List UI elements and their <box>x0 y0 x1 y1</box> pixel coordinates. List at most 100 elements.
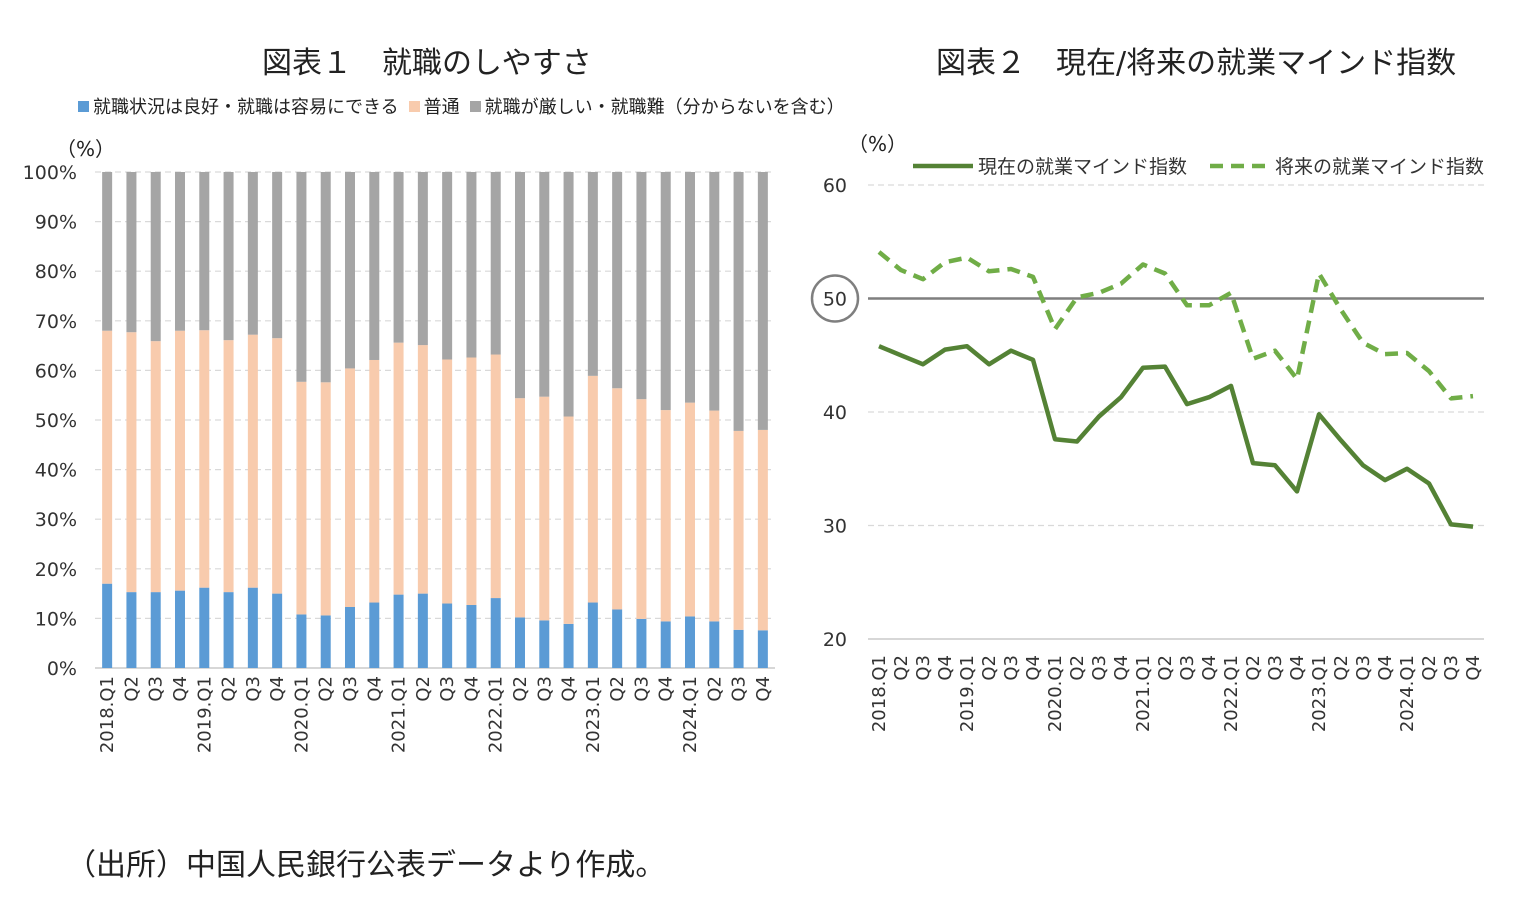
chart1-bar-segment-hard <box>393 172 404 343</box>
chart2-x-tick-label: Q4 <box>1375 655 1396 681</box>
chart1-legend: 就職状況は良好・就職は容易にできる 普通 就職が厳しい・就職難（分からないを含む… <box>78 93 855 119</box>
chart1-bar-segment-good <box>733 629 744 668</box>
chart1-x-tick-label: Q4 <box>753 676 774 702</box>
chart2-line-future <box>877 250 1474 401</box>
chart1-bar-segment-normal <box>733 430 744 630</box>
chart1-bar-segment-normal <box>709 410 720 622</box>
chart1-x-tick-label: Q4 <box>461 676 482 702</box>
chart1-bar-segment-normal <box>102 330 113 584</box>
chart1-bar-segment-hard <box>757 172 768 430</box>
chart1-bar-segment-good <box>490 598 501 668</box>
chart2-x-tick-label: 2022.Q1 <box>1221 655 1242 732</box>
chart1-y-tick-label: 60% <box>35 360 77 382</box>
chart1-bar-segment-hard <box>223 172 234 341</box>
chart2-y-tick-label: 50 <box>823 289 847 311</box>
chart1-x-tick-label: 2022.Q1 <box>486 676 507 753</box>
chart1-x-tick-label: Q3 <box>631 676 652 702</box>
chart1-bar-segment-good <box>612 609 623 668</box>
chart1-x-tick-label: Q3 <box>729 676 750 702</box>
chart1-bar-segment-hard <box>417 172 428 346</box>
chart1-y-tick-label: 50% <box>35 410 77 432</box>
chart2-x-tick-label: Q2 <box>1419 655 1440 681</box>
chart1-x-tick-label: 2021.Q1 <box>389 676 410 753</box>
chart1-x-tick-label: 2020.Q1 <box>291 676 312 753</box>
legend-label-good: 就職状況は良好・就職は容易にできる <box>93 97 399 118</box>
chart2-x-tick-label: Q2 <box>1155 655 1176 681</box>
chart1-bar-segment-good <box>757 630 768 668</box>
chart2-x-tick-label: Q4 <box>935 655 956 681</box>
chart1-y-tick-label: 10% <box>35 608 77 630</box>
chart1-bar-segment-good <box>296 614 307 668</box>
chart1-bar-segment-good <box>442 603 453 668</box>
chart2-y-unit: （%） <box>848 132 908 156</box>
chart2-x-tick-label: Q3 <box>913 655 934 681</box>
chart1-bar-segment-normal <box>345 368 355 607</box>
chart1-bar-segment-good <box>175 590 185 668</box>
chart2-x-tick-label: Q2 <box>1067 655 1088 681</box>
chart1-bar-segment-hard <box>466 172 477 358</box>
chart1-x-tick-label: Q4 <box>170 676 191 702</box>
chart2-x-tick-label: 2020.Q1 <box>1045 655 1066 732</box>
chart1-y-tick-label: 30% <box>35 509 77 531</box>
chart1-bar-segment-normal <box>442 359 453 604</box>
legend-swatch-hard <box>469 100 481 112</box>
chart1-y-tick-label: 80% <box>35 261 77 283</box>
chart1-bar-segment-hard <box>247 172 258 335</box>
chart2-line-current <box>878 343 1474 529</box>
chart1-bar-segment-good <box>709 621 720 668</box>
chart2-x-tick-label: Q3 <box>1353 655 1374 681</box>
chart1-x-tick-label: Q2 <box>704 676 725 702</box>
chart1-bar-segment-good <box>466 605 477 668</box>
chart2-x-tick-label: Q4 <box>1287 655 1308 681</box>
chart1-bar-segment-hard <box>636 172 647 400</box>
chart1-bar-segment-hard <box>490 172 501 355</box>
chart1-bar-segment-normal <box>150 341 161 593</box>
chart1-bar-segment-good <box>247 587 258 668</box>
chart1-bar-segment-hard <box>733 172 744 431</box>
chart2-x-tick-label: 2018.Q1 <box>869 655 890 732</box>
chart1-bar-segment-normal <box>612 388 623 610</box>
chart1-x-tick-label: 2023.Q1 <box>583 676 604 753</box>
chart1-x-tick-label: Q2 <box>121 676 142 702</box>
chart1-y-tick-label: 100% <box>23 162 77 184</box>
chart1-bar-segment-good <box>102 583 113 668</box>
chart1-bar-segment-good <box>685 616 695 668</box>
chart1-bar-segment-hard <box>150 172 161 342</box>
chart1-bar-segment-normal <box>515 398 525 618</box>
chart1-bar-segment-hard <box>296 172 307 382</box>
chart1-bar-segment-hard <box>175 172 185 331</box>
chart1-bar-segment-good <box>563 623 574 668</box>
chart1-bar-segment-hard <box>563 172 574 417</box>
chart2-x-tick-label: Q4 <box>1463 655 1484 681</box>
legend-label-normal: 普通 <box>423 97 460 118</box>
chart1-y-tick-label: 40% <box>35 460 77 482</box>
chart1-bar-segment-good <box>417 593 428 668</box>
chart1-bar-segment-good <box>199 587 210 668</box>
chart1-x-tick-label: Q3 <box>534 676 555 702</box>
chart1-bar-segment-normal <box>636 399 647 619</box>
chart1-x-tick-label: Q4 <box>364 676 385 702</box>
chart1-bar-segment-hard <box>685 172 695 403</box>
chart1-bar-segment-hard <box>442 172 453 360</box>
chart2-x-tick-label: Q4 <box>1023 655 1044 681</box>
chart1-bar-segment-good <box>539 620 550 668</box>
chart2-legend-label-future: 将来の就業マインド指数 <box>1275 156 1484 178</box>
chart1-bar-segment-good <box>223 592 234 668</box>
chart2-y-tick-label: 60 <box>823 175 847 197</box>
chart1-x-tick-label: Q2 <box>510 676 531 702</box>
chart1-bar-segment-normal <box>223 340 234 593</box>
chart2-x-tick-label: Q2 <box>1331 655 1352 681</box>
legend-item-hard: 就職が厳しい・就職難（分からないを含む） <box>469 93 845 119</box>
source-note: （出所）中国人民銀行公表データより作成。 <box>66 848 666 883</box>
chart1-bar-segment-hard <box>345 172 355 369</box>
chart1-bar-segment-good <box>345 606 355 668</box>
chart1-bar-segment-normal <box>587 375 598 603</box>
chart1-bar-segment-hard <box>587 172 598 376</box>
chart2-x-tick-label: Q2 <box>979 655 1000 681</box>
chart1-bar-segment-good <box>660 621 671 668</box>
chart1-bar-segment-hard <box>612 172 623 389</box>
chart2-y-tick-label: 30 <box>823 516 847 538</box>
chart2-x-tick-label: Q3 <box>1089 655 1110 681</box>
chart1-bar-segment-hard <box>515 172 525 399</box>
chart2-x-tick-label: Q3 <box>1001 655 1022 681</box>
